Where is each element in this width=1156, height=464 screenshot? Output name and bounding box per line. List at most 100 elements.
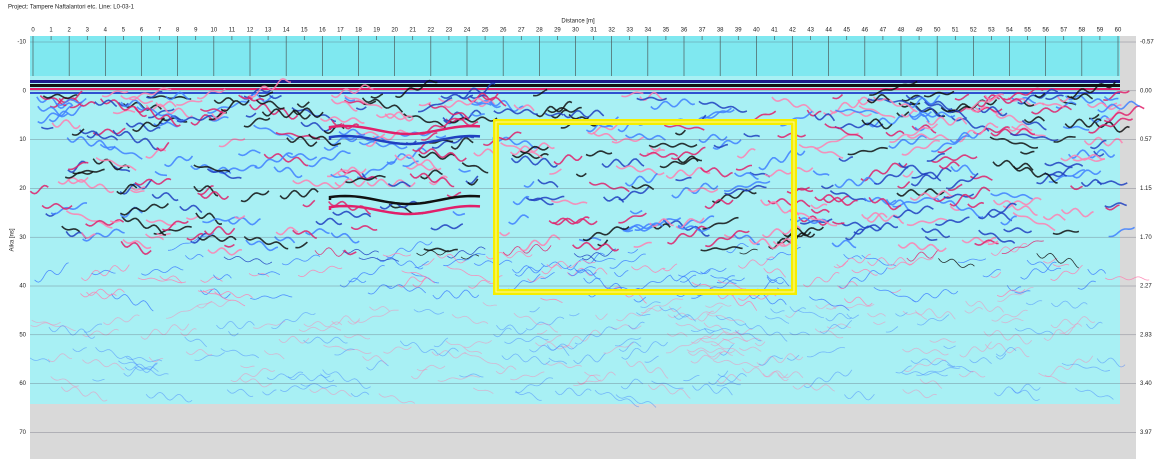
reflection (826, 303, 875, 310)
reflection (540, 271, 555, 280)
reflection (1093, 150, 1105, 157)
reflection (554, 387, 592, 397)
reflection (458, 82, 496, 100)
reflection (734, 330, 762, 342)
reflection (1059, 326, 1076, 334)
reflection (762, 370, 804, 379)
reflection (1105, 204, 1120, 211)
reflection (376, 256, 424, 270)
reflection (271, 312, 316, 330)
reflection (716, 275, 735, 284)
reflection (86, 131, 98, 139)
reflection (902, 347, 949, 356)
reflection (671, 146, 706, 161)
reflection (853, 222, 899, 235)
reflection (502, 243, 552, 256)
reflection (452, 210, 466, 217)
reflection (332, 210, 372, 219)
reflection (292, 107, 324, 119)
reflection (125, 356, 163, 363)
reflection (413, 308, 445, 315)
reflection (343, 249, 357, 256)
right-tick-label: 3.97 (1140, 430, 1152, 436)
reflection (609, 253, 646, 269)
top-tick-label: 40 (753, 28, 760, 34)
reflection (202, 290, 246, 307)
reflection (926, 152, 945, 162)
reflection (400, 131, 432, 137)
reflection (362, 355, 387, 364)
reflection (906, 249, 940, 262)
reflection (662, 218, 710, 237)
reflection (253, 124, 295, 141)
reflection (897, 241, 947, 253)
reflection (677, 225, 711, 233)
reflection (385, 284, 426, 294)
reflection (1066, 81, 1117, 99)
right-tick-label: 2.27 (1140, 284, 1152, 290)
left-tick-label: 0 (23, 88, 27, 94)
reflection (440, 93, 474, 100)
reflection (967, 201, 985, 209)
reflection (1026, 259, 1062, 272)
reflection (1001, 240, 1044, 254)
top-tick-label: 31 (590, 28, 597, 34)
reflection (595, 257, 616, 262)
reflection (712, 359, 760, 368)
reflection (858, 105, 896, 119)
top-tick-label: 4 (104, 28, 108, 34)
top-tick-label: 32 (608, 28, 615, 34)
reflection (582, 259, 596, 264)
right-tick-label: 2.83 (1140, 332, 1152, 338)
reflection (165, 91, 190, 101)
left-tick-label: 10 (19, 137, 26, 143)
reflection (1060, 207, 1094, 218)
reflection (1023, 101, 1035, 107)
reflection (418, 151, 456, 160)
reflection (414, 260, 429, 268)
reflection (1020, 261, 1057, 280)
reflection (618, 341, 642, 352)
reflection (997, 287, 1034, 302)
reflection (132, 117, 166, 133)
reflection (300, 383, 337, 389)
reflection (418, 96, 453, 113)
reflection (238, 149, 261, 157)
reflection (223, 255, 273, 265)
reflection (1044, 355, 1094, 378)
reflection (247, 95, 265, 102)
reflection (550, 109, 568, 119)
reflection (616, 307, 663, 322)
highlight-box-inner (495, 121, 795, 293)
reflection (211, 111, 227, 120)
reflection (411, 368, 428, 380)
reflection (1064, 118, 1102, 129)
right-tick-label: 1.15 (1140, 186, 1152, 192)
reflection (401, 270, 426, 278)
reflection (286, 152, 318, 161)
reflection (412, 277, 435, 288)
reflection (496, 324, 527, 335)
reflection (873, 286, 916, 303)
reflection (945, 172, 979, 190)
top-tick-label: 37 (699, 28, 706, 34)
reflection (582, 225, 630, 242)
reflection (367, 284, 392, 295)
reflection (959, 341, 992, 358)
reflection (520, 145, 549, 154)
reflection (510, 155, 558, 168)
top-tick-label: 14 (283, 28, 290, 34)
reflection (628, 321, 645, 330)
reflection (1007, 123, 1033, 132)
reflection (915, 106, 945, 118)
top-tick-label: 16 (319, 28, 326, 34)
reflection (330, 98, 358, 112)
top-tick-label: 43 (807, 28, 814, 34)
reflection (965, 300, 1004, 313)
reflection (122, 239, 152, 250)
reflection (30, 321, 61, 327)
reflection (574, 326, 617, 345)
reflection (529, 306, 540, 313)
reflection (931, 135, 970, 153)
